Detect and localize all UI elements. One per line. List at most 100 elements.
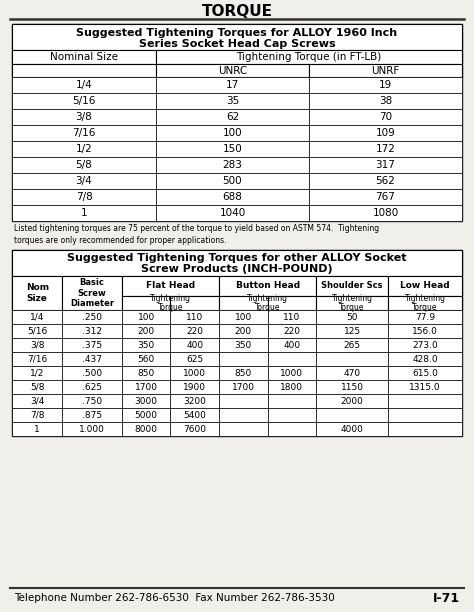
- Text: 400: 400: [186, 340, 203, 349]
- Bar: [63, 366, 122, 380]
- Text: 3/4: 3/4: [30, 397, 45, 406]
- Text: 1700: 1700: [232, 382, 255, 392]
- Bar: [156, 93, 309, 109]
- Bar: [268, 380, 316, 394]
- Text: .312: .312: [82, 326, 102, 335]
- Text: 1.000: 1.000: [79, 425, 105, 433]
- Bar: [122, 366, 170, 380]
- Text: 7/16: 7/16: [27, 354, 47, 364]
- Text: .375: .375: [82, 340, 102, 349]
- Text: Tightening
Torque: Tightening Torque: [150, 294, 191, 312]
- Bar: [63, 408, 122, 422]
- Text: 1000: 1000: [281, 368, 303, 378]
- Bar: [388, 408, 462, 422]
- Bar: [316, 366, 388, 380]
- Bar: [309, 64, 462, 77]
- Bar: [170, 296, 219, 310]
- Bar: [316, 324, 388, 338]
- Bar: [309, 77, 462, 93]
- Text: .750: .750: [82, 397, 102, 406]
- Bar: [122, 338, 170, 352]
- Bar: [316, 276, 388, 296]
- Text: 3/4: 3/4: [76, 176, 92, 186]
- Bar: [12, 366, 63, 380]
- Bar: [12, 422, 63, 436]
- Bar: [156, 77, 309, 93]
- Text: 5/8: 5/8: [30, 382, 45, 392]
- Bar: [219, 324, 268, 338]
- Text: 7/16: 7/16: [73, 128, 96, 138]
- Text: 7/8: 7/8: [76, 192, 92, 202]
- Text: Button Head: Button Head: [236, 282, 300, 291]
- Bar: [12, 250, 462, 436]
- Text: Tightening
Torque: Tightening Torque: [247, 294, 288, 312]
- Bar: [268, 310, 316, 324]
- Text: Suggested Tightening Torques for ALLOY 1960 Inch: Suggested Tightening Torques for ALLOY 1…: [76, 28, 398, 38]
- Text: 5400: 5400: [183, 411, 206, 419]
- Bar: [170, 352, 219, 366]
- Text: .625: .625: [82, 382, 102, 392]
- Text: 1/4: 1/4: [76, 80, 92, 90]
- Text: Telephone Number 262-786-6530  Fax Number 262-786-3530: Telephone Number 262-786-6530 Fax Number…: [14, 593, 335, 603]
- Text: 1/2: 1/2: [76, 144, 92, 154]
- Bar: [12, 125, 156, 141]
- Bar: [12, 324, 63, 338]
- Bar: [170, 324, 219, 338]
- Text: 1080: 1080: [373, 208, 399, 218]
- Text: 7600: 7600: [183, 425, 206, 433]
- Bar: [156, 205, 309, 221]
- Text: 17: 17: [226, 80, 239, 90]
- Bar: [388, 310, 462, 324]
- Text: 5/16: 5/16: [27, 326, 47, 335]
- Text: 220: 220: [186, 326, 203, 335]
- Text: 200: 200: [235, 326, 252, 335]
- Text: 1040: 1040: [219, 208, 246, 218]
- Bar: [170, 408, 219, 422]
- Bar: [12, 408, 63, 422]
- Bar: [219, 296, 268, 310]
- Bar: [122, 276, 219, 296]
- Text: 265: 265: [344, 340, 361, 349]
- Text: Shoulder Scs: Shoulder Scs: [321, 282, 383, 291]
- Text: Suggested Tightening Torques for other ALLOY Socket: Suggested Tightening Torques for other A…: [67, 253, 407, 263]
- Text: Low Head: Low Head: [400, 282, 450, 291]
- Bar: [63, 380, 122, 394]
- Bar: [12, 141, 156, 157]
- Bar: [268, 296, 316, 310]
- Bar: [219, 380, 268, 394]
- Bar: [63, 324, 122, 338]
- Bar: [12, 109, 156, 125]
- Bar: [12, 24, 462, 50]
- Bar: [12, 93, 156, 109]
- Bar: [122, 394, 170, 408]
- Text: 767: 767: [375, 192, 395, 202]
- Text: 688: 688: [223, 192, 242, 202]
- Bar: [170, 380, 219, 394]
- Bar: [63, 338, 122, 352]
- Bar: [12, 189, 156, 205]
- Bar: [268, 408, 316, 422]
- Bar: [268, 324, 316, 338]
- Text: 562: 562: [375, 176, 395, 186]
- Text: 70: 70: [379, 112, 392, 122]
- Text: 38: 38: [379, 96, 392, 106]
- Text: 110: 110: [186, 313, 203, 321]
- Text: 172: 172: [375, 144, 395, 154]
- Bar: [309, 109, 462, 125]
- Text: 1/4: 1/4: [30, 313, 45, 321]
- Text: Screw Products (INCH-POUND): Screw Products (INCH-POUND): [141, 264, 333, 274]
- Bar: [12, 250, 462, 276]
- Text: 350: 350: [137, 340, 155, 349]
- Text: 109: 109: [375, 128, 395, 138]
- Bar: [219, 276, 316, 296]
- Bar: [122, 422, 170, 436]
- Bar: [122, 380, 170, 394]
- Bar: [156, 50, 462, 64]
- Bar: [12, 24, 462, 221]
- Text: Listed tightening torques are 75 percent of the torque to yield based on ASTM 57: Listed tightening torques are 75 percent…: [14, 224, 379, 245]
- Text: Nominal Size: Nominal Size: [50, 52, 118, 62]
- Text: 850: 850: [137, 368, 155, 378]
- Bar: [268, 352, 316, 366]
- Bar: [170, 422, 219, 436]
- Text: 100: 100: [223, 128, 242, 138]
